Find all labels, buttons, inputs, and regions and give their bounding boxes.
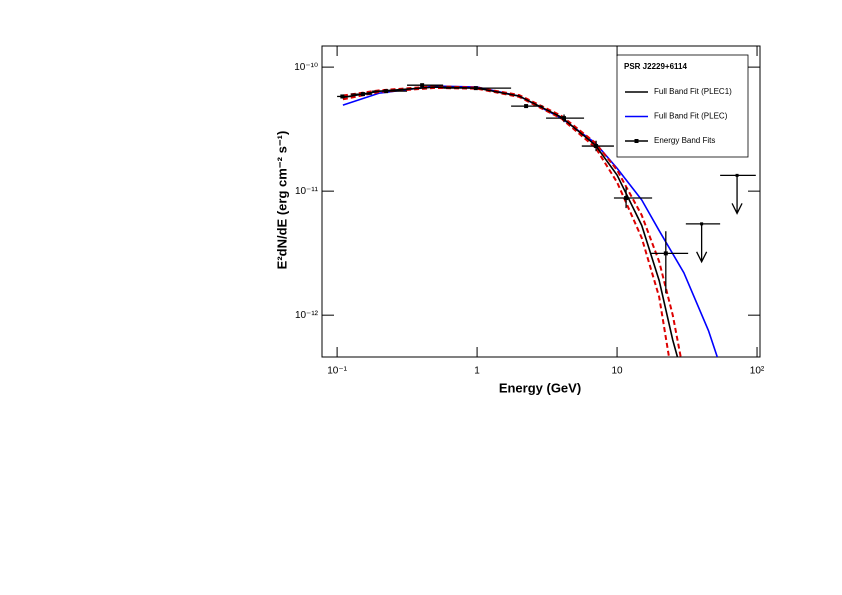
data-point [340, 94, 345, 99]
y-tick-label: 10⁻¹² [295, 310, 319, 321]
x-tick-label: 10⁻¹ [327, 366, 347, 377]
data-point [594, 144, 599, 149]
x-tick-label: 10 [611, 366, 623, 377]
x-axis-title: Energy (GeV) [499, 380, 581, 395]
data-point [624, 196, 629, 201]
data-point [384, 89, 389, 94]
legend-marker [634, 139, 639, 143]
data-point [473, 86, 478, 91]
upper-limit-arrow [731, 175, 743, 215]
x-tick-label: 10² [750, 366, 765, 377]
fit-curve [342, 86, 679, 357]
legend-box [616, 54, 749, 158]
legend-label: Full Band Fit (PLEC1) [654, 87, 732, 96]
plot-frame [321, 45, 761, 358]
upper-limit-point [700, 222, 704, 226]
upper-limit-arrow [696, 223, 708, 264]
x-tick-label: 1 [474, 366, 480, 377]
legend-label: Energy Band Fits [654, 136, 715, 145]
legend-title: PSR J2229+6114 [624, 62, 687, 71]
y-tick-label: 10⁻¹⁰ [294, 62, 318, 73]
data-point [360, 92, 365, 97]
y-axis-title: E²dN/dE (erg cm⁻² s⁻¹) [274, 131, 289, 270]
legend-label: Full Band Fit (PLEC) [654, 112, 728, 121]
plot-area [337, 83, 756, 357]
upper-limit-point [735, 173, 739, 177]
y-tick-label: 10⁻¹¹ [295, 186, 319, 197]
data-point [420, 83, 425, 88]
data-point [562, 116, 567, 121]
data-point [524, 104, 529, 109]
data-point [663, 251, 668, 256]
